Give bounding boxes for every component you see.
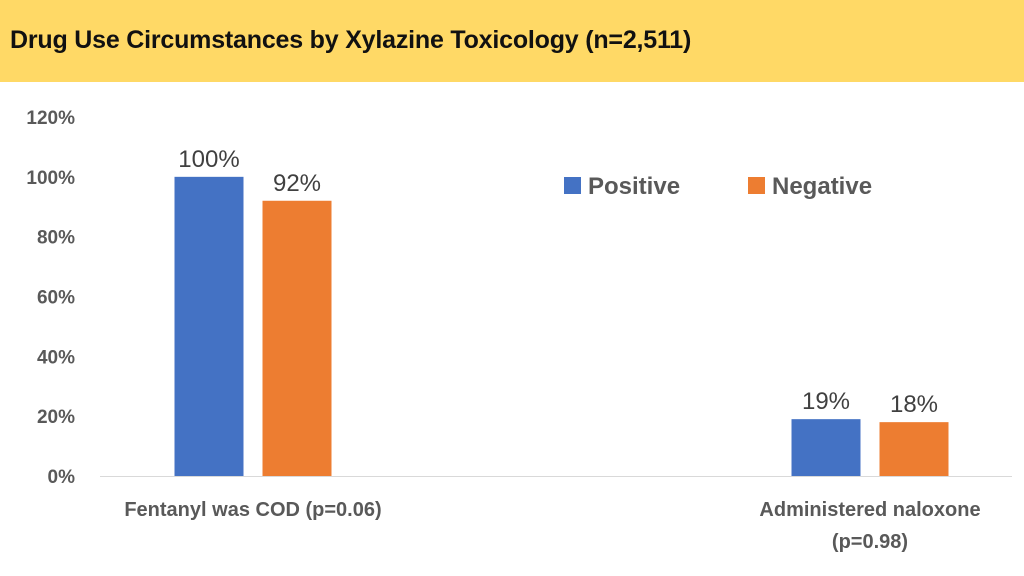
bar-positive-1 (791, 419, 861, 476)
legend-swatch-negative (748, 177, 765, 194)
y-tick-label: 40% (37, 347, 75, 368)
bar-negative-1 (879, 422, 949, 476)
data-label: 19% (802, 388, 850, 415)
legend-label-negative: Negative (772, 173, 872, 200)
page-title: Drug Use Circumstances by Xylazine Toxic… (10, 25, 692, 54)
y-tick-label: 0% (48, 467, 76, 488)
y-tick-label: 120% (26, 108, 75, 129)
bar-negative-0 (262, 200, 332, 476)
x-category-label: Administered naloxone (759, 499, 980, 521)
data-label: 100% (178, 146, 239, 173)
x-category-label: Fentanyl was COD (p=0.06) (124, 499, 381, 521)
y-tick-label: 100% (26, 168, 75, 189)
title-bar: Drug Use Circumstances by Xylazine Toxic… (0, 0, 1024, 82)
x-category-label: (p=0.98) (832, 531, 908, 553)
y-tick-label: 20% (37, 407, 75, 428)
bar-positive-0 (174, 176, 244, 477)
legend-swatch-positive (564, 177, 581, 194)
y-tick-label: 80% (37, 228, 75, 249)
data-label: 92% (273, 170, 321, 197)
legend-label-positive: Positive (588, 173, 680, 200)
y-tick-label: 60% (37, 288, 75, 309)
data-label: 18% (890, 391, 938, 418)
